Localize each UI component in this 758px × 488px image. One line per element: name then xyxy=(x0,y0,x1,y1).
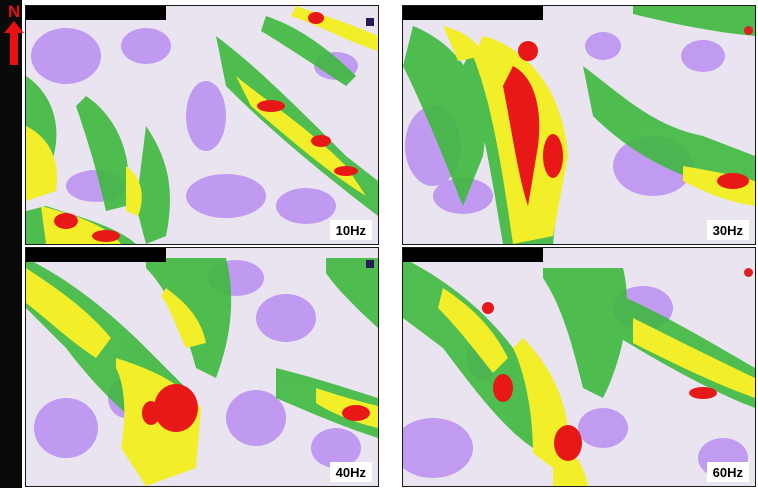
attribute-map-40hz xyxy=(26,248,378,486)
frequency-label-30hz: 30Hz xyxy=(706,220,749,240)
corner-dot xyxy=(744,268,753,277)
frequency-label-60hz: 60Hz xyxy=(706,462,749,482)
frequency-label-10hz: 10Hz xyxy=(329,220,372,240)
panel-header-bar xyxy=(403,6,543,20)
panel-header-bar xyxy=(403,248,543,262)
panel-10hz: 10Hz xyxy=(25,5,379,245)
frequency-label-40hz: 40Hz xyxy=(329,462,372,482)
corner-marker xyxy=(366,18,374,26)
north-letter: N xyxy=(8,2,21,21)
attribute-map-60hz xyxy=(403,248,755,486)
panel-header-bar xyxy=(26,248,166,262)
panel-40hz: 40Hz xyxy=(25,247,379,487)
attribute-map-30hz xyxy=(403,6,755,244)
left-border-bar xyxy=(0,0,22,488)
panel-30hz: 30Hz xyxy=(402,5,756,245)
north-arrow-icon xyxy=(4,21,24,65)
attribute-map-10hz xyxy=(26,6,378,244)
corner-dot xyxy=(744,26,753,35)
corner-marker xyxy=(366,260,374,268)
panel-header-bar xyxy=(26,6,166,20)
panel-60hz: 60Hz xyxy=(402,247,756,487)
north-indicator: N xyxy=(3,3,25,67)
